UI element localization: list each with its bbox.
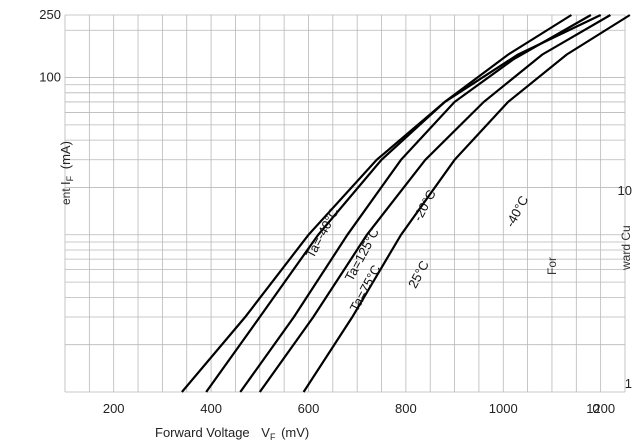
series-layer	[181, 14, 631, 393]
stray-text-ward-cu: ward Cu	[619, 225, 633, 271]
series-line-5	[302, 14, 631, 393]
series-line-1	[239, 14, 592, 393]
x-tick-label-secondary: 0	[592, 401, 599, 416]
y-axis-label: IF (mA)	[58, 141, 76, 185]
x-tick-label: 800	[395, 401, 417, 416]
x-tick-label: 1000	[489, 401, 518, 416]
y-tick-label: 100	[39, 70, 61, 85]
y-tick-label-right: 1	[625, 376, 632, 391]
y-tick-label-right: 10	[618, 183, 632, 198]
x-tick-label: 200	[103, 401, 125, 416]
grid	[64, 14, 626, 393]
series-line-2	[181, 14, 602, 393]
stray-text-for: For	[545, 257, 559, 275]
y-tick-label: 250	[39, 7, 61, 22]
x-tick-label: 600	[298, 401, 320, 416]
x-tick-label: 400	[200, 401, 222, 416]
stray-text-ent: ent	[59, 188, 73, 205]
x-axis-label: Forward Voltage VF (mV)	[155, 425, 309, 443]
series-line-3	[205, 14, 572, 393]
x-tick-label: 1200	[586, 401, 615, 416]
series-line-4	[258, 14, 611, 393]
